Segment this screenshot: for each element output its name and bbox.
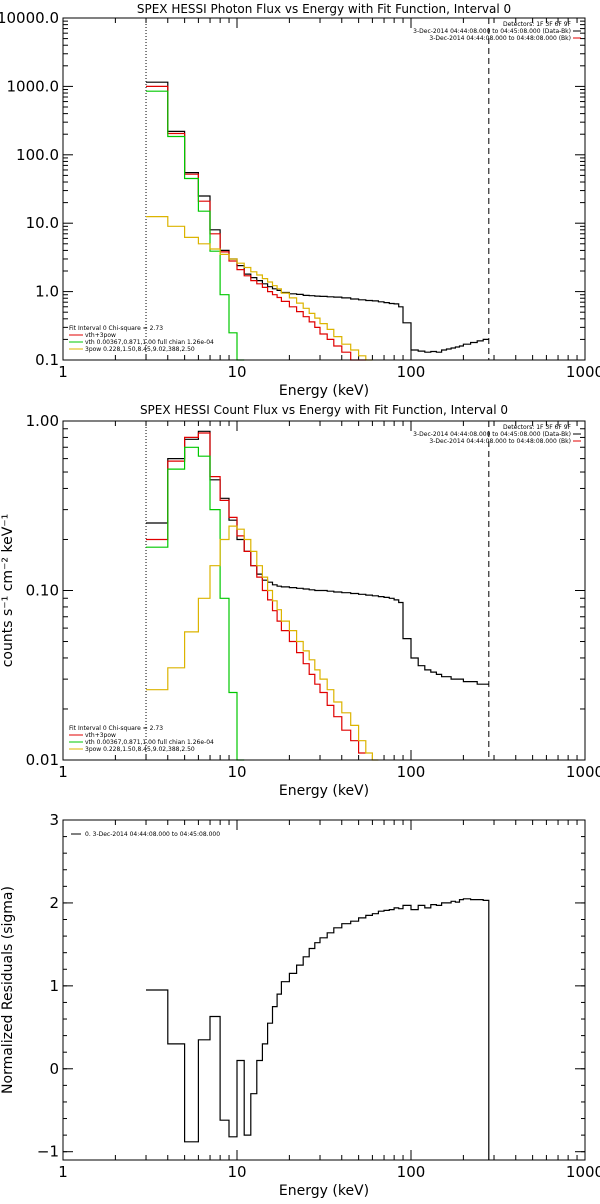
annotation-text: 3-Dec-2014 04:44:08.000 to 04:45:08.000 … [413, 28, 571, 35]
annotation-text: Detectors: 1F 3F 6F 9F [503, 21, 572, 28]
series-residuals [146, 898, 490, 1160]
series-vth [146, 446, 245, 761]
x-tick-label: 100 [397, 763, 426, 781]
series-vth-3pow [146, 85, 366, 361]
legend-header: Fit Interval 0 Chi-square = 2.73 [69, 725, 163, 732]
legend-entry: vth+3pow [85, 732, 116, 739]
legend-header: Fit Interval 0 Chi-square = 2.73 [69, 325, 163, 332]
y-tick-label: 10.0 [26, 214, 59, 232]
x-axis-label: Energy (keV) [279, 783, 369, 799]
plot-frame [62, 420, 586, 761]
chart-panel-1: SPEX HESSI Count Flux vs Energy with Fit… [0, 403, 600, 799]
annotation-text: Detectors: 1F 3F 6F 9F [503, 424, 572, 431]
y-tick-label: 1.0 [35, 283, 59, 301]
y-tick-label: 0 [49, 1060, 59, 1078]
series-data [146, 430, 489, 685]
x-tick-label: 1000 [566, 363, 600, 381]
plot-frame [62, 17, 586, 361]
x-tick-label: 1 [58, 763, 68, 781]
y-tick-label: 2 [49, 894, 59, 912]
series-3pow [146, 525, 379, 761]
x-tick-label: 1 [58, 1163, 68, 1181]
annotation-text: 3-Dec-2014 04:44:08.000 to 04:48:08.000 … [429, 438, 571, 445]
x-tick-label: 100 [397, 1163, 426, 1181]
y-axis-label: Normalized Residuals (sigma) [0, 886, 16, 1094]
y-tick-label: 1 [49, 977, 59, 995]
legend-entry: 3pow 0.228,1.50,8.45,9.02,388,2.50 [85, 746, 195, 753]
chart-panel-0: SPEX HESSI Photon Flux vs Energy with Fi… [0, 2, 600, 399]
x-tick-label: 1 [58, 363, 68, 381]
legend-entry: vth 0.00367,0.871,1.00 full chian 1.26e-… [85, 339, 214, 346]
y-tick-label: 0.1 [35, 351, 59, 369]
y-tick-label: 10000.0 [0, 9, 59, 27]
x-tick-label: 1000 [566, 763, 600, 781]
y-tick-label: 0.01 [26, 751, 59, 769]
legend-entry: vth 0.00367,0.871,1.00 full chian 1.26e-… [85, 739, 214, 746]
legend-entry: 0. 3-Dec-2014 04:44:08.000 to 04:45:08.0… [85, 831, 220, 838]
y-tick-label: 1.00 [26, 412, 59, 430]
chart-title: SPEX HESSI Photon Flux vs Energy with Fi… [137, 2, 511, 16]
plot-frame [62, 819, 586, 1161]
legend-entry: 3pow 0.228,1.50,8.45,9.02,388,2.50 [85, 346, 195, 353]
y-tick-label: 100.0 [16, 146, 59, 164]
y-tick-label: 3 [49, 811, 59, 829]
x-tick-label: 1000 [566, 1163, 600, 1181]
chart-panel-2: 1 10 100 1000 −1 0 1 2 3 Energy (keV) Normalized R… [0, 811, 600, 1199]
series-vth [146, 90, 245, 361]
series-data [146, 81, 489, 353]
annotation-text: 3-Dec-2014 04:44:08.000 to 04:45:08.000 … [413, 431, 571, 438]
x-tick-label: 100 [397, 363, 426, 381]
series-vth-3pow [146, 432, 366, 754]
x-tick-label: 10 [227, 363, 246, 381]
annotation-text: 3-Dec-2014 04:44:08.000 to 04:48:08.000 … [429, 35, 571, 42]
series-3pow [146, 216, 373, 361]
x-tick-label: 10 [227, 1163, 246, 1181]
y-tick-label: 1000.0 [7, 77, 60, 95]
y-tick-label: −1 [37, 1143, 59, 1161]
x-axis-label: Energy (keV) [279, 383, 369, 399]
legend-entry: vth+3pow [85, 332, 116, 339]
y-tick-label: 0.10 [26, 582, 59, 600]
y-axis-label: counts s⁻¹ cm⁻² keV⁻¹ [0, 514, 16, 668]
chart-title: SPEX HESSI Count Flux vs Energy with Fit… [140, 403, 508, 417]
x-tick-label: 10 [227, 763, 246, 781]
x-axis-label: Energy (keV) [279, 1183, 369, 1199]
